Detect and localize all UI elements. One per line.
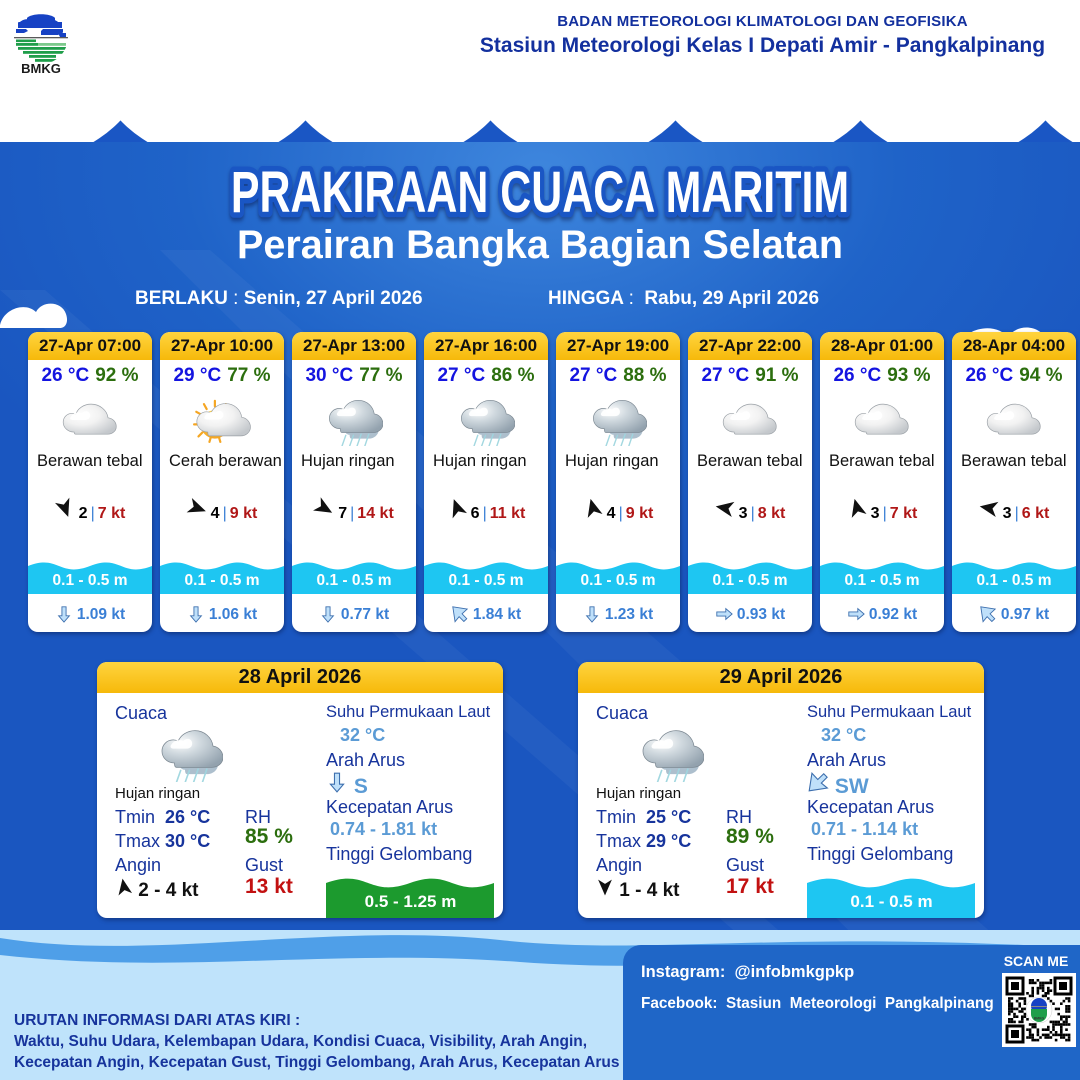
svg-text:BMKG: BMKG (21, 61, 61, 76)
svg-text:BMKG: BMKG (1034, 1017, 1045, 1021)
svg-text:PRAKIRAAN CUACA MARITIM: PRAKIRAAN CUACA MARITIM (231, 160, 849, 225)
